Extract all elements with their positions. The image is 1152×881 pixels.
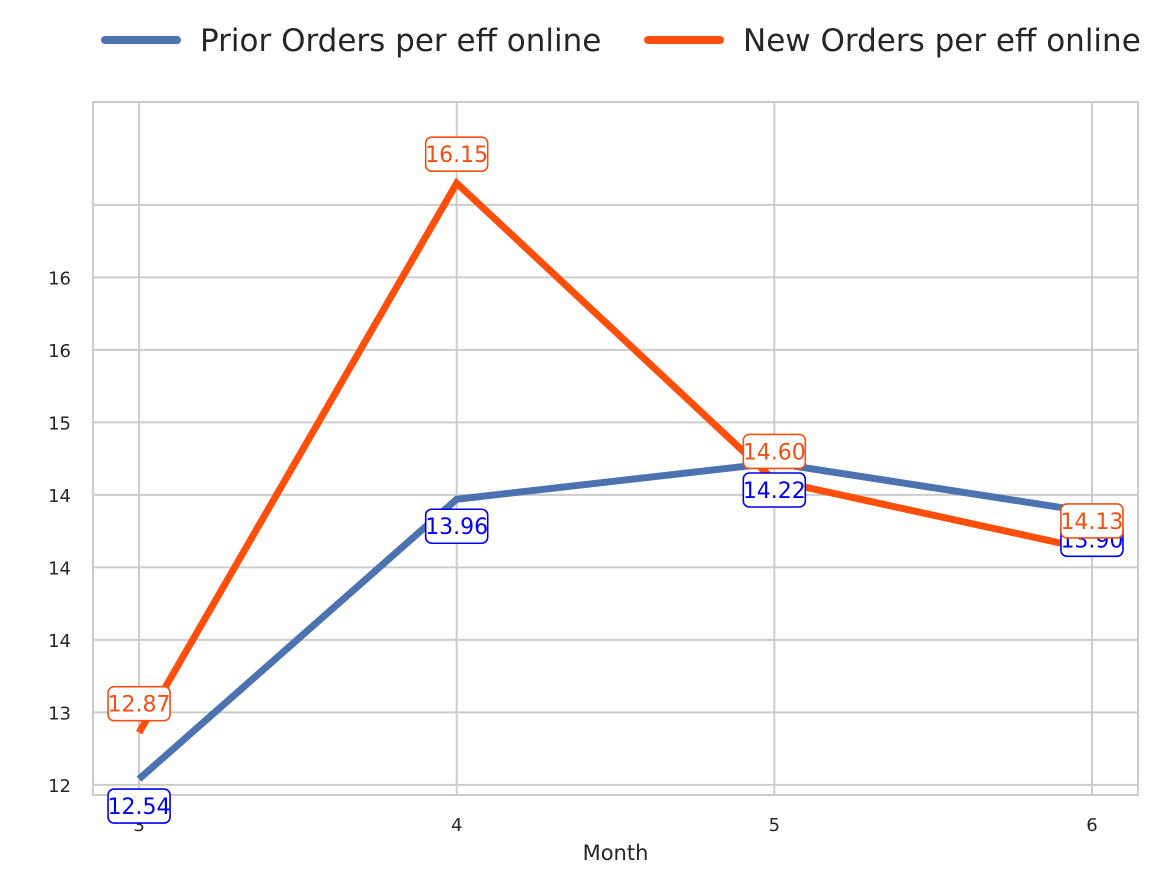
series-lines [136, 177, 1093, 782]
y-tick-label: 14 [48, 631, 71, 652]
data-label: 14.60 [743, 440, 806, 465]
data-label-box [107, 788, 171, 824]
series-line [136, 177, 1093, 735]
x-tick-label: 4 [451, 815, 462, 836]
y-tick-label: 13 [48, 703, 71, 724]
legend: Prior Orders per eff online New Orders pe… [101, 23, 1141, 59]
data-label-box [742, 472, 807, 508]
data-label-box [1060, 503, 1124, 539]
y-tick-label: 14 [48, 558, 71, 579]
data-label-box [742, 433, 807, 470]
data-label: 12.54 [108, 795, 171, 820]
y-tick-label: 14 [48, 486, 71, 507]
data-label: 13.96 [425, 515, 488, 540]
x-tick-label: 3 [133, 815, 144, 836]
legend-label: New Orders per eff online [743, 23, 1141, 59]
data-label-box [424, 136, 489, 172]
y-tick-label: 16 [48, 341, 71, 362]
series-line [136, 459, 1093, 782]
data-label: 14.22 [743, 479, 806, 504]
x-tick-label: 5 [769, 815, 780, 836]
y-tick-label: 12 [48, 776, 71, 797]
y-axis-ticks: 12 13 14 14 14 15 16 16 [48, 268, 71, 796]
x-axis-label: Month [583, 841, 649, 865]
data-label: 14.13 [1060, 510, 1123, 535]
y-tick-label: 16 [48, 268, 71, 289]
data-label: 12.87 [108, 693, 171, 718]
x-axis-ticks: 3 4 5 6 [133, 815, 1097, 836]
legend-label: Prior Orders per eff online [200, 23, 601, 59]
x-tick-label: 6 [1086, 815, 1097, 836]
data-label: 16.15 [425, 143, 488, 168]
data-label-box [424, 508, 489, 545]
plot-area [92, 101, 1139, 796]
data-label-box [107, 685, 171, 722]
y-tick-label: 15 [48, 413, 71, 434]
